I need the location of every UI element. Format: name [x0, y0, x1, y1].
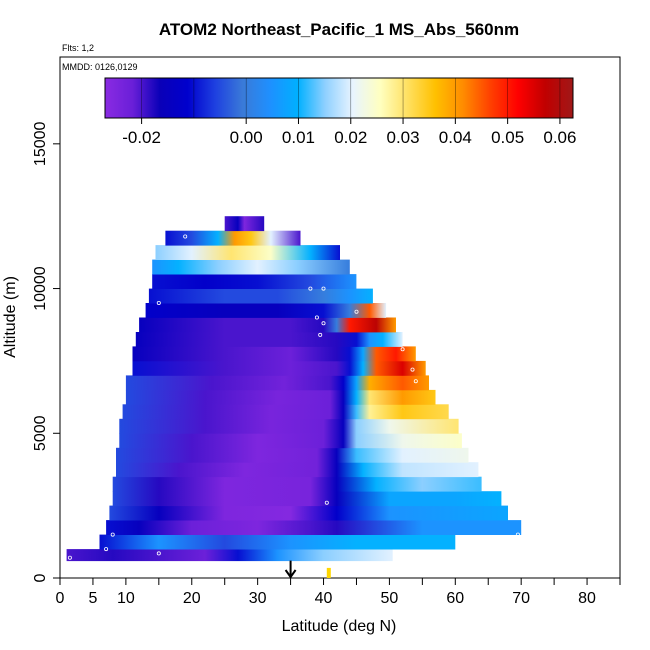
altitude-band [116, 447, 469, 463]
colorbar-tick-label: 0.01 [282, 128, 315, 147]
altitude-band [152, 274, 357, 289]
x-axis-label: Latitude (deg N) [282, 618, 397, 635]
altitude-band [109, 505, 509, 521]
colorbar-tick-label: 0.00 [230, 128, 263, 147]
plot-frame [59, 56, 621, 579]
x-tick-label: 80 [578, 590, 596, 607]
altitude-band [106, 520, 522, 535]
flights-label: Flts: 1,2 [62, 43, 94, 53]
date-annotation: MMDD: 0126,0129 [62, 62, 138, 72]
sample-marker [324, 500, 329, 505]
arrow-head [284, 569, 297, 579]
x-tick-label: 30 [249, 590, 267, 607]
altitude-band [125, 389, 436, 405]
altitude-band [112, 491, 502, 507]
sample-marker [400, 347, 405, 352]
sample-marker [410, 367, 415, 372]
altitude-band [152, 259, 350, 275]
altitude-band [165, 230, 301, 246]
sample-marker [140, 234, 145, 239]
sample-marker [110, 532, 115, 537]
x-tick-label: 60 [446, 590, 464, 607]
colorbar-tick-label: 0.06 [543, 128, 576, 147]
sample-marker [314, 315, 319, 320]
altitude-band [139, 317, 396, 333]
colorbar: -0.02 0.00 0.01 0.02 0.03 0.04 0.05 0.06 [104, 77, 576, 147]
sample-marker [123, 286, 128, 291]
y-axis-label: Altitude (m) [2, 276, 19, 358]
colorbar-tick-label: 0.03 [387, 128, 420, 147]
altitude-band [145, 303, 387, 318]
y-tick-label: 5000 [32, 415, 49, 451]
colorbar-gradient [105, 78, 573, 118]
sample-marker [387, 309, 392, 314]
chart-title: ATOM2 Northeast_Pacific_1 MS_Abs_560nm [159, 20, 519, 39]
altitude-band [135, 332, 403, 347]
heatmap-bands [66, 216, 522, 562]
altitude-band [148, 288, 373, 304]
colorbar-tick-label: 0.05 [491, 128, 524, 147]
x-axis: 0 5 10 20 30 40 50 60 70 80 [56, 578, 621, 607]
colorbar-tick-label: 0.04 [439, 128, 472, 147]
x-tick-label: 70 [512, 590, 530, 607]
sample-marker [321, 321, 326, 326]
altitude-band [122, 404, 449, 420]
y-tick-label: 15000 [32, 121, 49, 166]
altitude-band [224, 216, 265, 232]
altitude-band [112, 476, 482, 492]
colorbar-tick-label: 0.02 [334, 128, 367, 147]
altitude-band [99, 534, 456, 550]
y-tick-label: 10000 [32, 266, 49, 311]
sample-marker [156, 300, 161, 305]
x-tick-label: 0 [56, 590, 65, 607]
highlight-mark [326, 567, 331, 578]
colorbar-border [104, 77, 574, 119]
sample-marker [67, 555, 72, 560]
sample-marker [104, 547, 109, 552]
y-axis: 0 5000 10000 15000 [32, 121, 60, 582]
sample-marker [245, 211, 250, 216]
x-tick-label: 40 [315, 590, 333, 607]
x-tick-label: 20 [183, 590, 201, 607]
sample-marker [156, 551, 161, 556]
x-tick-label: 10 [117, 590, 135, 607]
sample-marker [318, 332, 323, 337]
sample-markers [67, 211, 520, 566]
sample-marker [183, 234, 188, 239]
sample-marker [354, 309, 359, 314]
altitude-band [119, 433, 462, 449]
y-tick-label: 0 [32, 573, 49, 582]
colorbar-tick-label: -0.02 [122, 128, 161, 147]
sample-marker [413, 379, 418, 384]
x-tick-label: 50 [381, 590, 399, 607]
altitude-band [132, 346, 416, 362]
altitude-band [132, 360, 426, 376]
sample-marker [308, 286, 313, 291]
altitude-band [155, 245, 340, 260]
overlays [284, 560, 331, 579]
altitude-band [119, 418, 459, 434]
sample-marker [209, 561, 214, 566]
sample-marker [321, 286, 326, 291]
sample-marker [515, 532, 520, 537]
x-tick-label: 5 [88, 590, 97, 607]
altitude-band [125, 375, 430, 391]
altitude-band [116, 462, 479, 478]
altitude-band [66, 549, 393, 562]
